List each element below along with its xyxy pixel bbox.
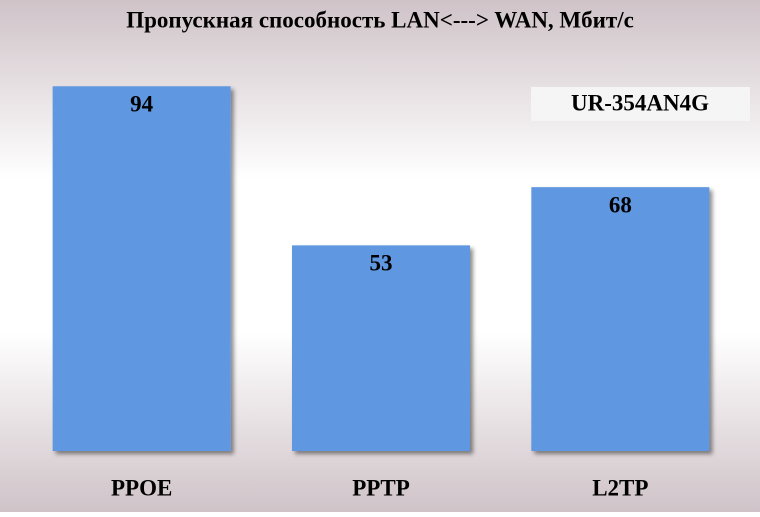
annotation: UR-354AN4G xyxy=(571,90,709,115)
x-tick-label: L2TP xyxy=(592,475,648,500)
chart-title: Пропускная способность LAN<---> WAN, Мби… xyxy=(126,7,634,32)
value-label: 68 xyxy=(609,192,632,217)
x-tick-label: PPOE xyxy=(111,475,172,500)
bar xyxy=(292,245,470,451)
x-tick-label: PPTP xyxy=(352,475,410,500)
annotation-box xyxy=(531,87,750,121)
value-label: 53 xyxy=(370,251,393,276)
bar xyxy=(52,86,231,451)
value-label: 94 xyxy=(130,92,154,117)
bar xyxy=(531,187,710,451)
